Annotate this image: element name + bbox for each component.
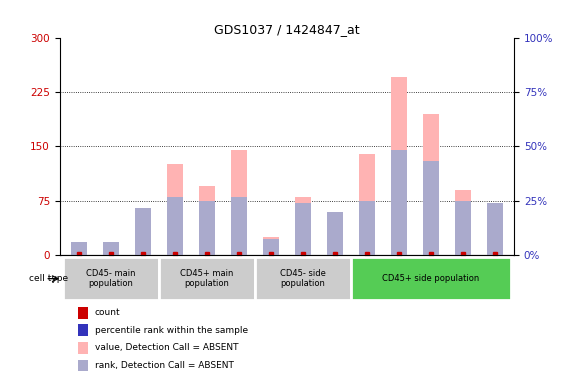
FancyBboxPatch shape xyxy=(255,257,351,300)
Bar xyxy=(78,360,88,371)
FancyBboxPatch shape xyxy=(159,257,255,300)
Bar xyxy=(359,153,375,255)
FancyBboxPatch shape xyxy=(63,257,159,300)
Bar xyxy=(199,201,215,255)
Bar xyxy=(78,342,88,354)
Bar xyxy=(327,211,343,255)
Text: cell type: cell type xyxy=(29,274,68,283)
Bar xyxy=(423,114,439,255)
Bar xyxy=(167,164,183,255)
Bar xyxy=(103,242,119,255)
Text: percentile rank within the sample: percentile rank within the sample xyxy=(95,326,248,335)
Bar xyxy=(487,203,503,255)
Bar xyxy=(359,201,375,255)
Bar xyxy=(71,242,87,255)
Text: count: count xyxy=(95,308,120,317)
Bar xyxy=(263,237,279,255)
FancyBboxPatch shape xyxy=(351,257,511,300)
Bar xyxy=(167,197,183,255)
Text: CD45- side
population: CD45- side population xyxy=(280,269,326,288)
Text: value, Detection Call = ABSENT: value, Detection Call = ABSENT xyxy=(95,344,238,352)
Bar xyxy=(135,208,151,255)
Bar xyxy=(295,203,311,255)
Bar xyxy=(391,150,407,255)
Text: CD45+ side population: CD45+ side population xyxy=(382,274,479,283)
Bar xyxy=(455,201,471,255)
Bar xyxy=(231,150,247,255)
Bar xyxy=(263,239,279,255)
Bar xyxy=(487,203,503,255)
Text: CD45+ main
population: CD45+ main population xyxy=(180,269,233,288)
Bar xyxy=(78,324,88,336)
Bar xyxy=(135,208,151,255)
Text: rank, Detection Call = ABSENT: rank, Detection Call = ABSENT xyxy=(95,361,233,370)
Bar xyxy=(231,197,247,255)
Bar xyxy=(327,211,343,255)
Bar xyxy=(199,186,215,255)
Bar xyxy=(103,242,119,255)
Title: GDS1037 / 1424847_at: GDS1037 / 1424847_at xyxy=(214,23,360,36)
Text: CD45- main
population: CD45- main population xyxy=(86,269,136,288)
Bar xyxy=(78,307,88,318)
Bar xyxy=(391,77,407,255)
Bar xyxy=(455,190,471,255)
Bar xyxy=(71,242,87,255)
Bar xyxy=(295,197,311,255)
Bar xyxy=(423,161,439,255)
